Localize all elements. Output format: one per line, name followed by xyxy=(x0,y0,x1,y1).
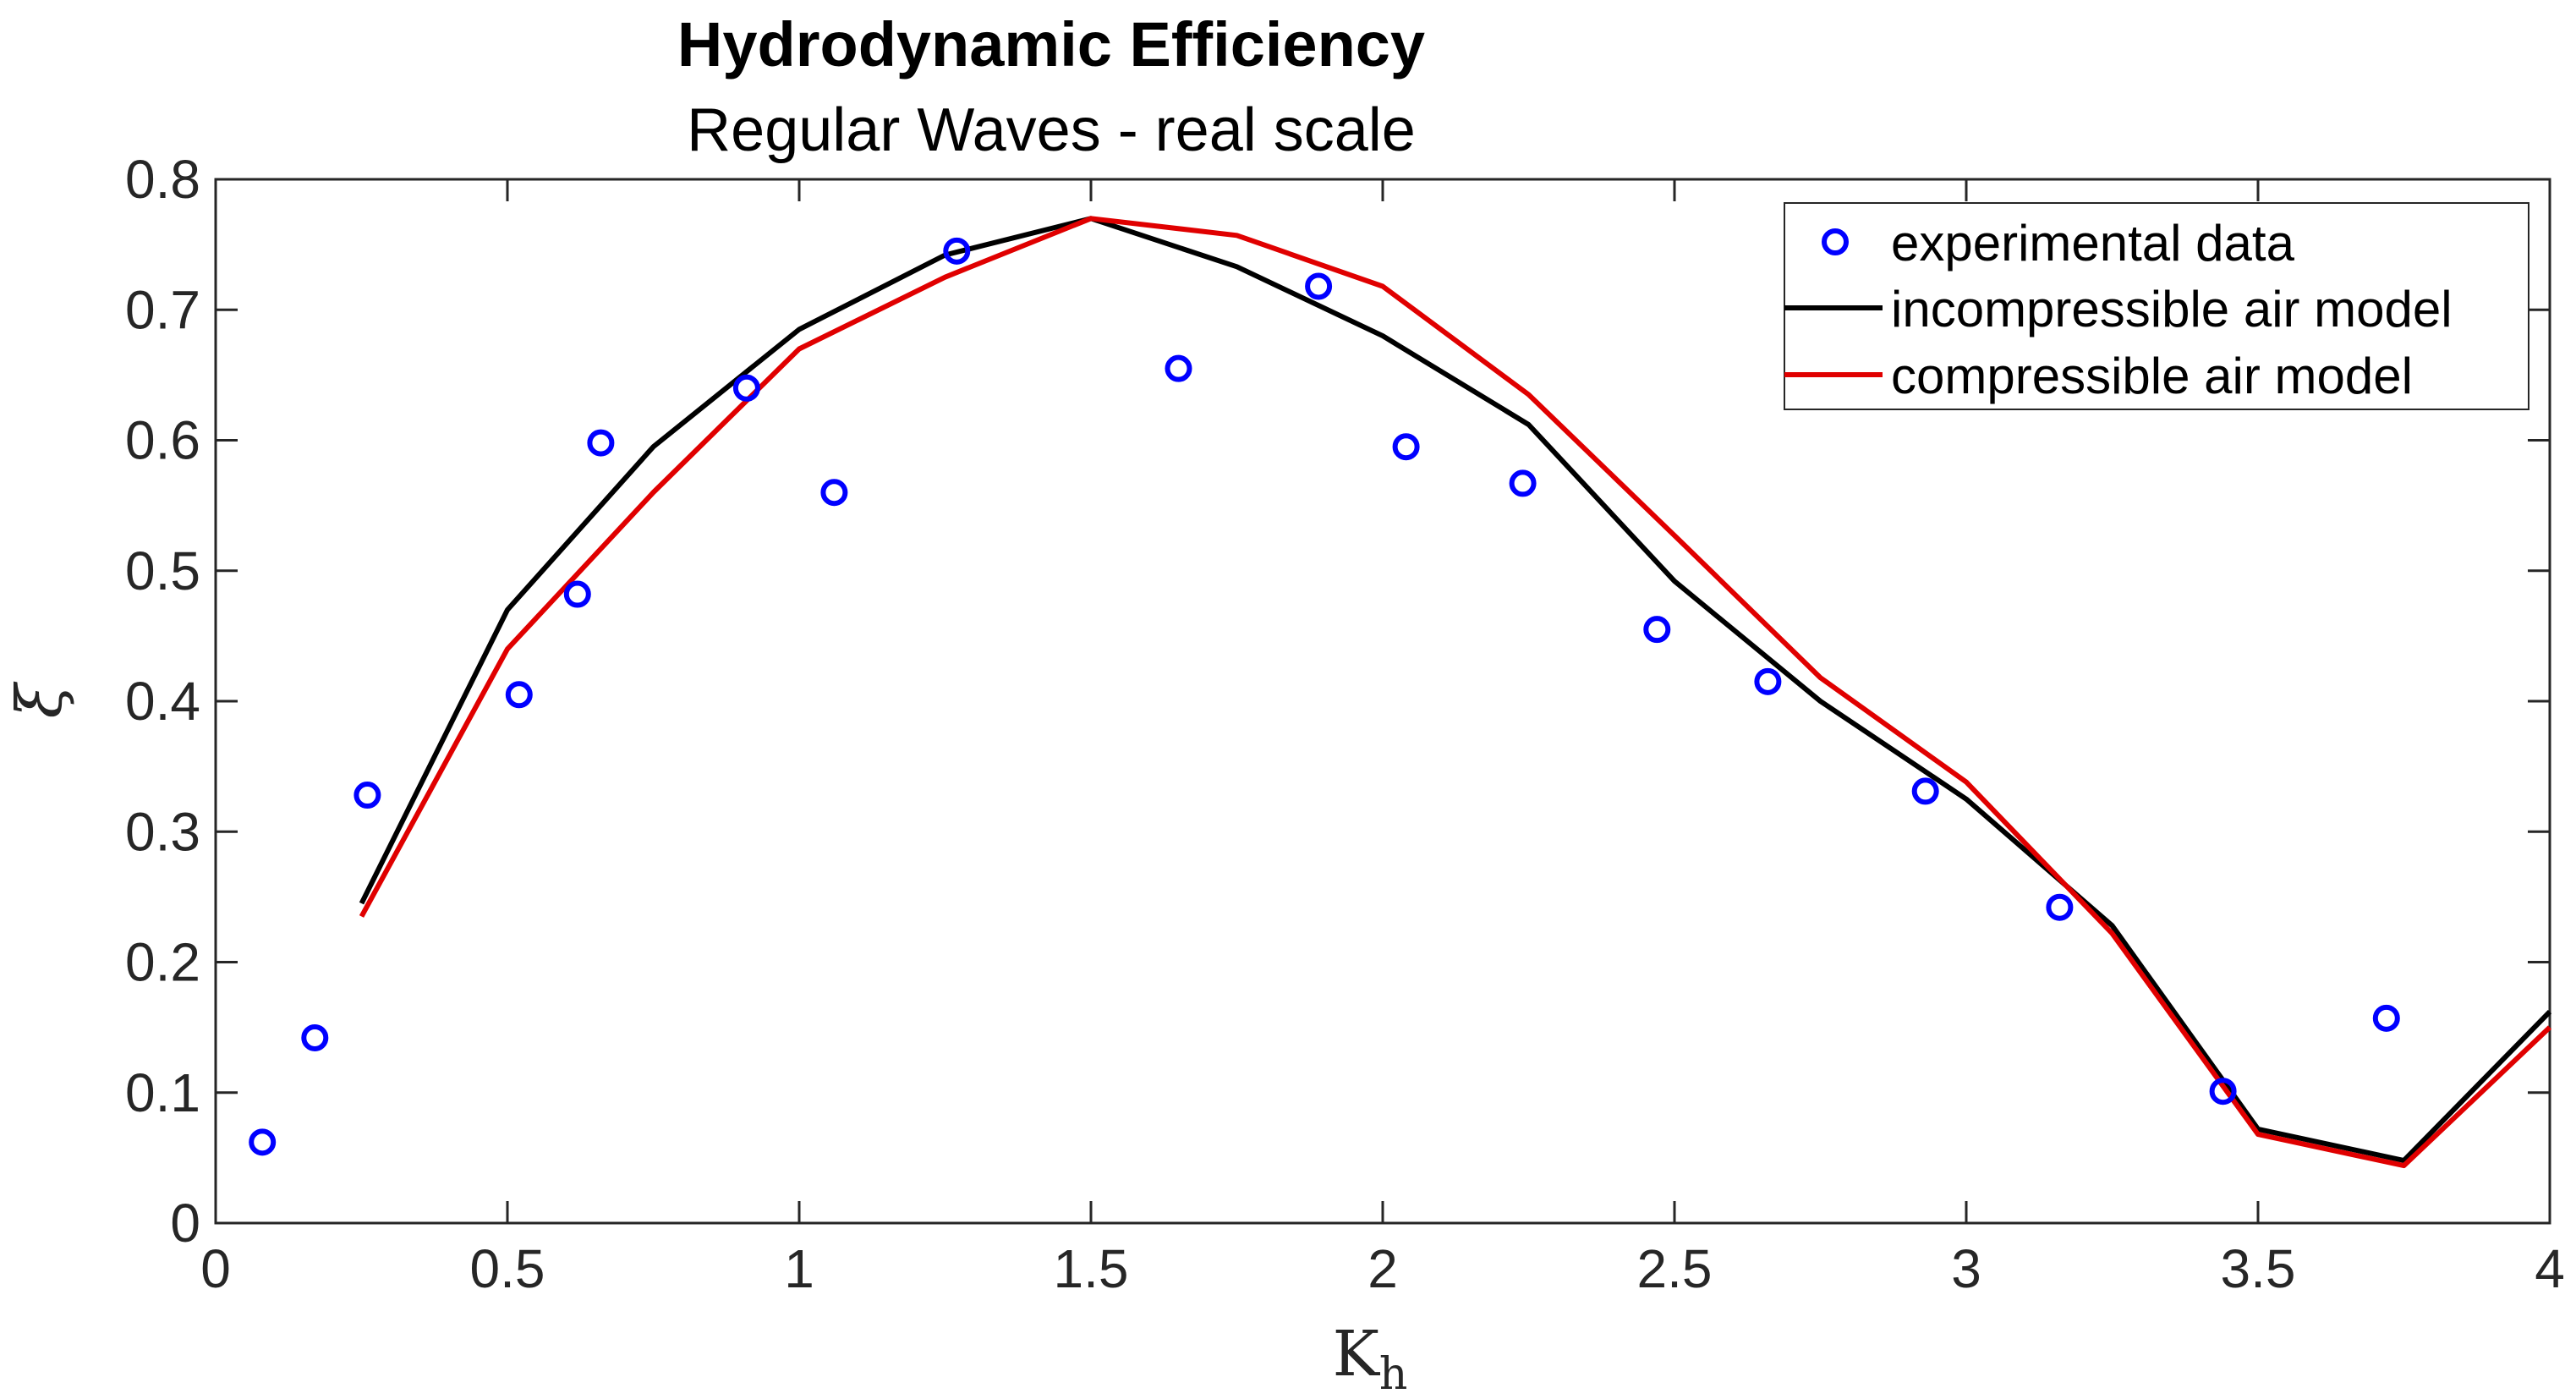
axis-ticks xyxy=(214,178,2551,1225)
experimental-point xyxy=(354,782,381,809)
y-tick-label: 0.5 xyxy=(125,540,200,601)
legend-box xyxy=(1784,202,2529,410)
y-axis-label: ξ xyxy=(3,681,76,718)
chart-title: Hydrodynamic Efficiency xyxy=(677,9,1425,80)
x-axis-label-main: K xyxy=(1333,1318,1381,1391)
experimental-point xyxy=(1165,354,1192,382)
legend-marker-experimental xyxy=(1822,228,1849,255)
y-tick-label: 0.2 xyxy=(125,932,200,993)
y-tick-label: 0.6 xyxy=(125,410,200,471)
experimental-point xyxy=(587,429,615,457)
experimental-point xyxy=(505,681,533,709)
legend-label-experimental: experimental data xyxy=(1891,215,2295,272)
y-tick-label: 0.8 xyxy=(125,149,200,210)
x-tick-label: 1 xyxy=(784,1238,814,1299)
y-tick-label: 0.7 xyxy=(125,279,200,340)
experimental-point xyxy=(1305,272,1333,300)
legend-label-compressible: compressible air model xyxy=(1891,348,2413,404)
series-lines xyxy=(359,216,2552,1169)
experimental-point xyxy=(2209,1078,2237,1105)
y-tick-label: 0.1 xyxy=(125,1062,200,1123)
experimental-point xyxy=(2372,1004,2400,1032)
y-tick-label: 0.4 xyxy=(125,671,200,732)
x-tick-label: 1.5 xyxy=(1054,1238,1129,1299)
x-tick-label: 2 xyxy=(1367,1238,1398,1299)
compressible-air-model-line xyxy=(359,216,2552,1169)
experimental-point xyxy=(1911,777,1939,805)
experimental-point xyxy=(943,237,971,265)
experimental-point xyxy=(1754,667,1782,695)
chart-subtitle: Regular Waves - real scale xyxy=(687,96,1416,164)
experimental-point xyxy=(249,1128,277,1156)
experimental-point xyxy=(563,580,591,608)
x-tick-label: 0.5 xyxy=(470,1238,545,1299)
legend: experimental data incompressible air mod… xyxy=(1784,202,2529,410)
experimental-point xyxy=(1392,433,1420,461)
experimental-points xyxy=(249,237,2400,1156)
incompressible-air-model-line xyxy=(359,216,2552,1163)
experimental-point xyxy=(2046,893,2074,921)
y-tick-label: 0.3 xyxy=(125,801,200,862)
experimental-point xyxy=(820,479,848,507)
tick-labels: 0 0.5 1 1.5 2 2.5 3 3.5 4 0 0.1 0.2 0.3 0.4 0.5 0.6 0.7 0… xyxy=(125,149,2565,1299)
x-tick-label: 4 xyxy=(2535,1238,2565,1299)
x-axis-label-subscript: h xyxy=(1379,1349,1408,1399)
experimental-point xyxy=(1643,616,1671,644)
x-tick-label: 3.5 xyxy=(2221,1238,2296,1299)
x-tick-label: 3 xyxy=(1951,1238,1981,1299)
experimental-point xyxy=(301,1023,329,1051)
legend-label-incompressible: incompressible air model xyxy=(1891,281,2453,337)
experimental-point xyxy=(1509,469,1537,497)
x-axis-label: Kh xyxy=(1333,1318,1408,1399)
y-tick-label: 0 xyxy=(170,1193,200,1254)
x-tick-label: 0 xyxy=(200,1238,231,1299)
x-tick-label: 2.5 xyxy=(1637,1238,1713,1299)
experimental-point xyxy=(732,374,760,402)
